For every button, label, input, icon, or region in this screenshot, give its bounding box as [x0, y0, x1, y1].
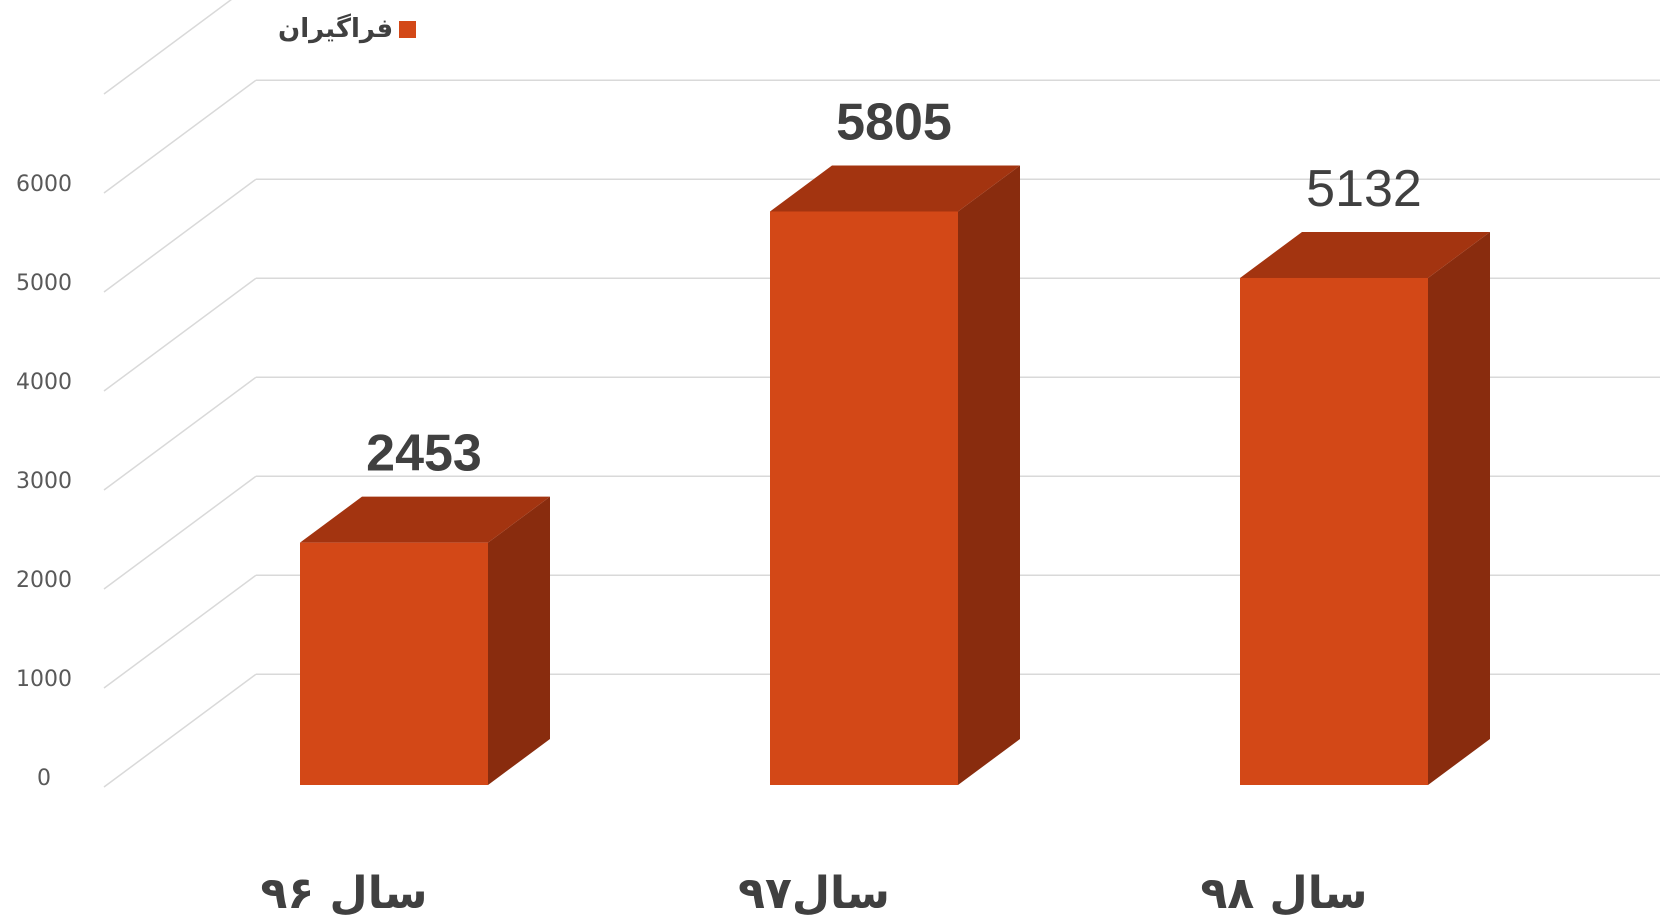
bar	[1240, 231, 1490, 786]
bar-top	[770, 165, 1020, 212]
y-tick-label: 1000	[16, 667, 72, 692]
category-labels: سال ۹۶ سال۹۷ سال ۹۸	[260, 868, 1367, 919]
bar-side	[488, 496, 550, 785]
bar-front	[770, 211, 958, 785]
legend-swatch	[399, 20, 417, 38]
y-tick-label: 3000	[16, 469, 72, 494]
grid-diagonal	[103, 79, 257, 194]
grid-diagonal	[103, 178, 257, 293]
bar	[770, 165, 1020, 785]
bar-front	[1240, 277, 1428, 785]
grid-diagonal	[103, 277, 257, 392]
legend-label: فراگیران	[278, 14, 394, 44]
category-label: سال ۹۸	[1200, 868, 1367, 919]
value-label: 5805	[836, 93, 952, 151]
value-label: 2453	[366, 425, 482, 483]
grid-diagonal	[103, 673, 257, 788]
value-label: 5132	[1306, 160, 1422, 218]
y-tick-label: 4000	[16, 370, 72, 395]
value-labels: 2453 5805 5132	[366, 93, 1422, 482]
y-tick-label: 6000	[16, 172, 72, 197]
y-tick-label: 2000	[16, 568, 72, 593]
bar-side	[958, 165, 1020, 785]
category-label: سال ۹۶	[260, 868, 427, 919]
bar-front	[300, 542, 488, 785]
y-tick-label: 5000	[16, 271, 72, 296]
bar-top	[300, 496, 550, 543]
bar-top	[1240, 231, 1490, 278]
legend: فراگیران	[278, 14, 417, 44]
category-label: سال۹۷	[738, 868, 890, 919]
grid-diagonal	[103, 376, 257, 491]
bars	[300, 165, 1490, 786]
bar-side	[1428, 231, 1490, 786]
bar	[300, 496, 550, 785]
y-axis-ticks: 0 1000 2000 3000 4000 5000 6000	[16, 172, 72, 791]
grid-diagonal	[103, 475, 257, 590]
y-tick-label: 0	[37, 766, 51, 791]
grid-diagonal	[103, 0, 232, 95]
grid-diagonal	[103, 574, 257, 689]
